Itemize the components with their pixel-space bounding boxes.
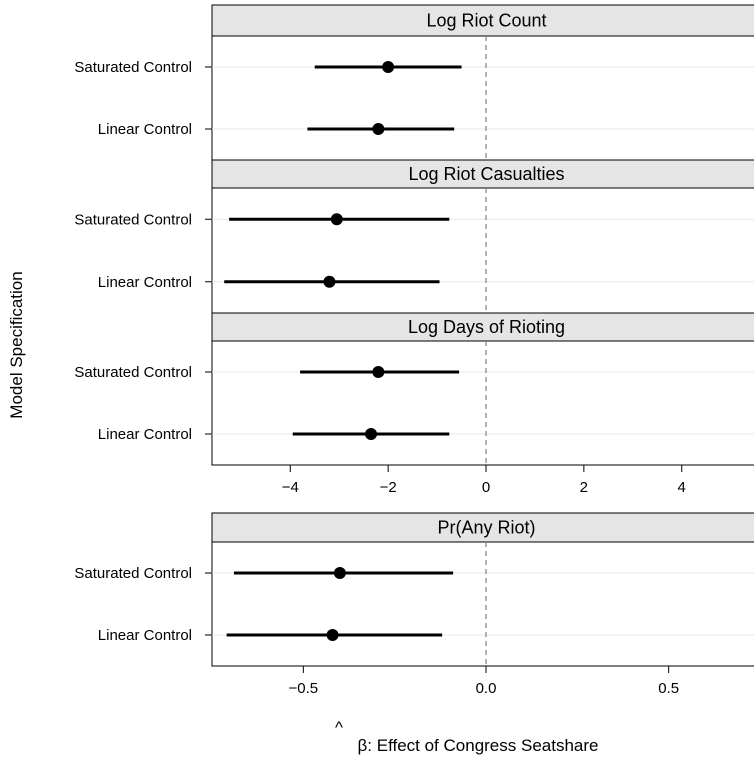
category-label: Saturated Control <box>74 364 192 381</box>
panel-frame <box>211 541 754 667</box>
category-label: Linear Control <box>98 627 192 644</box>
point-estimate <box>326 629 339 641</box>
point-estimate <box>330 213 343 226</box>
x-tick-label: −4 <box>282 479 299 496</box>
x-tick-label: −2 <box>380 479 397 496</box>
panel-strip <box>211 159 754 189</box>
category-label: Linear Control <box>98 426 192 443</box>
y-axis-title: Model Specification <box>7 271 26 418</box>
point-estimate <box>323 275 336 288</box>
panel-frame <box>211 340 754 466</box>
point-estimate <box>365 428 378 440</box>
x-tick-label: 0.5 <box>658 680 679 697</box>
panel-frame <box>211 35 754 161</box>
panel-title: Log Riot Casualties <box>408 164 564 184</box>
category-label: Saturated Control <box>74 565 192 582</box>
point-estimate <box>382 61 395 73</box>
x-tick-label: −0.5 <box>289 680 319 697</box>
panel-strip <box>211 4 754 37</box>
panel-strip <box>211 512 754 543</box>
panel-title: Pr(Any Riot) <box>437 518 535 538</box>
point-estimate <box>372 123 385 135</box>
x-tick-label: 0 <box>482 479 490 496</box>
point-estimate <box>372 366 385 378</box>
panel-title: Log Riot Count <box>426 11 546 31</box>
category-label: Linear Control <box>98 274 192 291</box>
x-axis-title: β: Effect of Congress Seatshare <box>358 736 599 755</box>
x-tick-label: 0.0 <box>476 680 497 697</box>
x-axis-title-hat: ^ <box>335 718 343 737</box>
panel-title: Log Days of Rioting <box>408 317 565 337</box>
x-tick-label: 4 <box>678 479 686 496</box>
x-tick-label: 2 <box>580 479 588 496</box>
panel-frame <box>211 187 754 314</box>
category-label: Linear Control <box>98 121 192 138</box>
point-estimate <box>333 567 346 579</box>
category-label: Saturated Control <box>74 59 192 76</box>
category-label: Saturated Control <box>74 211 192 228</box>
